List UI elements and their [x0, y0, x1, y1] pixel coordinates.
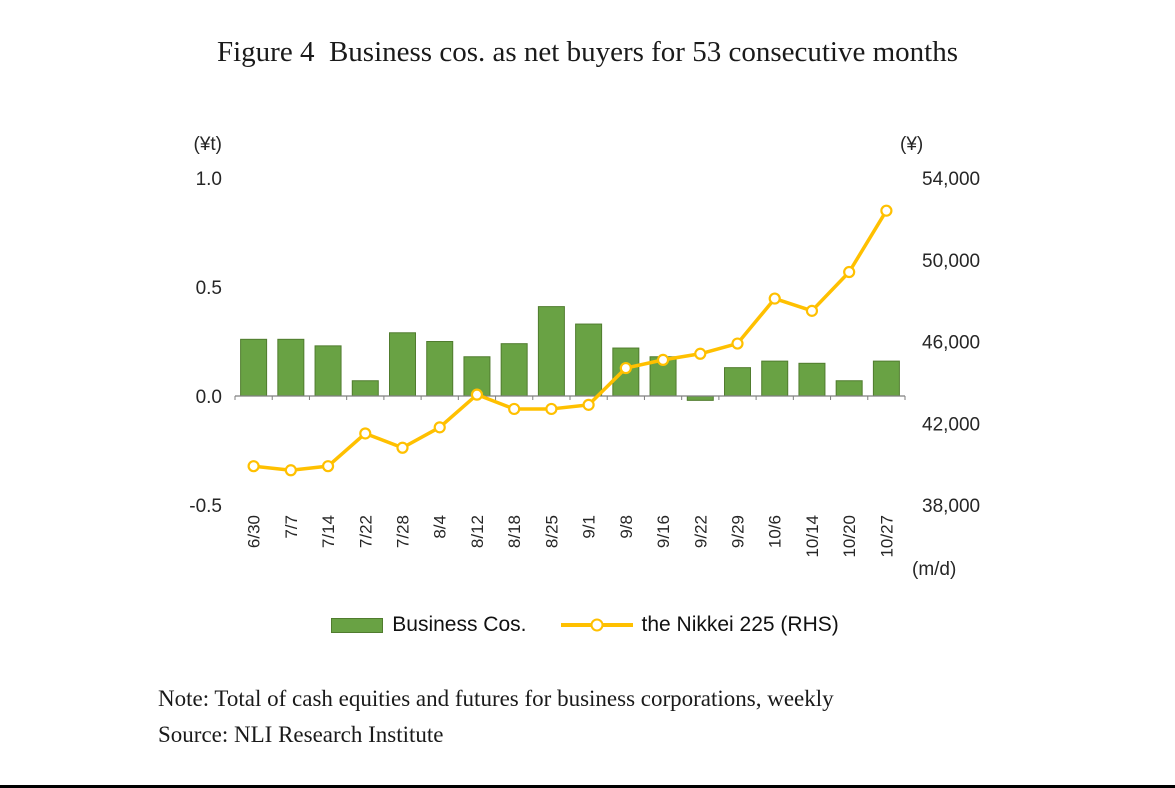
bar-8/4 — [426, 341, 454, 397]
x-tick-label: 9/29 — [729, 515, 748, 548]
right-tick-label: 46,000 — [922, 333, 980, 354]
right-tick-label: 50,000 — [922, 251, 980, 272]
nikkei-marker-9/29 — [731, 337, 744, 350]
legend-item-nikkei: the Nikkei 225 (RHS) — [560, 613, 839, 637]
nikkei-marker-9/1 — [582, 398, 595, 411]
bottom-rule — [0, 785, 1175, 788]
x-tick-label: 8/12 — [468, 515, 487, 548]
x-tick-label: 9/22 — [691, 515, 710, 548]
left-tick-label: 0.5 — [196, 278, 222, 299]
bar-7/28 — [389, 332, 416, 397]
x-tick-label: 8/4 — [431, 515, 450, 539]
bar-8/25 — [537, 306, 565, 397]
nikkei-marker-7/7 — [284, 464, 297, 477]
x-tick-label: 8/18 — [505, 515, 524, 548]
x-tick-label: 9/1 — [580, 515, 599, 539]
nikkei-marker-7/14 — [321, 460, 335, 473]
x-axis-unit: (m/d) — [912, 559, 956, 580]
bar-7/22 — [351, 380, 379, 397]
x-tick-label: 7/14 — [319, 515, 338, 548]
bar-swatch-icon — [331, 617, 384, 633]
x-tick-label: 7/28 — [394, 515, 413, 548]
nikkei-marker-6/30 — [247, 460, 260, 473]
line-swatch-icon — [560, 618, 633, 632]
line-marker-icon — [590, 618, 603, 632]
nikkei-marker-8/25 — [545, 402, 558, 416]
x-tick-label: 9/16 — [654, 515, 673, 548]
bar-10/14 — [798, 362, 826, 397]
legend-label-nikkei: the Nikkei 225 (RHS) — [641, 613, 839, 636]
legend-item-business-cos: Business Cos. — [331, 613, 527, 637]
bar-8/18 — [500, 343, 528, 397]
nikkei-line — [251, 208, 889, 473]
nikkei-marker-8/4 — [433, 421, 446, 434]
nikkei-marker-9/22 — [694, 347, 707, 360]
nikkei-marker-10/6 — [768, 292, 781, 305]
nikkei-marker-7/22 — [359, 427, 372, 440]
nikkei-marker-10/27 — [880, 204, 893, 217]
x-tick-label: 6/30 — [245, 515, 264, 548]
x-tick-label: 7/22 — [356, 515, 375, 548]
x-tick-label: 9/8 — [617, 515, 636, 539]
nikkei-marker-10/14 — [805, 304, 819, 317]
figure-source: Source: NLI Research Institute — [158, 722, 444, 747]
nikkei-marker-8/12 — [470, 388, 484, 401]
x-tick-label: 10/20 — [840, 515, 859, 558]
x-tick-label: 7/7 — [282, 515, 301, 539]
bar-9/1 — [575, 323, 603, 397]
bar-6/30 — [240, 338, 268, 397]
x-tick-label: 10/6 — [766, 515, 785, 548]
right-axis-unit: (¥) — [900, 134, 923, 155]
x-tick-label: 10/14 — [803, 515, 822, 558]
bar-7/7 — [277, 338, 305, 397]
left-axis-unit: (¥t) — [194, 134, 223, 155]
nikkei-marker-8/18 — [508, 402, 521, 416]
left-tick-label: -0.5 — [189, 496, 222, 517]
figure-title: Figure 4 Business cos. as net buyers for… — [216, 36, 958, 68]
left-tick-label: 0.0 — [196, 387, 222, 408]
chart-container: 1.0 0.5 0.0 -0.5 54,000 50,000 46,000 42,000 38,… — [150, 125, 1020, 645]
nikkei-marker-9/8 — [619, 361, 632, 375]
bar-9/22 — [686, 395, 714, 401]
chart-legend: Business Cos. the Nikkei 225 (RHS) — [150, 613, 1020, 637]
nikkei-marker-10/20 — [843, 265, 856, 279]
bar-7/14 — [314, 345, 342, 397]
figure-note: Note: Total of cash equities and futures… — [158, 686, 834, 711]
nikkei-marker-7/28 — [396, 441, 409, 454]
bar-10/20 — [835, 380, 863, 397]
x-tick-label: 8/25 — [542, 515, 561, 548]
bar-9/29 — [724, 367, 751, 397]
legend-label-business-cos: Business Cos. — [392, 613, 527, 636]
bar-10/6 — [761, 360, 789, 397]
right-tick-label: 38,000 — [922, 496, 980, 517]
right-tick-label: 42,000 — [922, 414, 980, 435]
x-tick-label: 10/27 — [877, 515, 896, 558]
right-tick-label: 54,000 — [922, 169, 980, 190]
left-tick-label: 1.0 — [196, 169, 222, 190]
nikkei-marker-9/16 — [656, 353, 670, 366]
combo-chart: 1.0 0.5 0.0 -0.5 54,000 50,000 46,000 42,000 38,… — [189, 134, 980, 580]
bar-10/27 — [872, 360, 900, 397]
